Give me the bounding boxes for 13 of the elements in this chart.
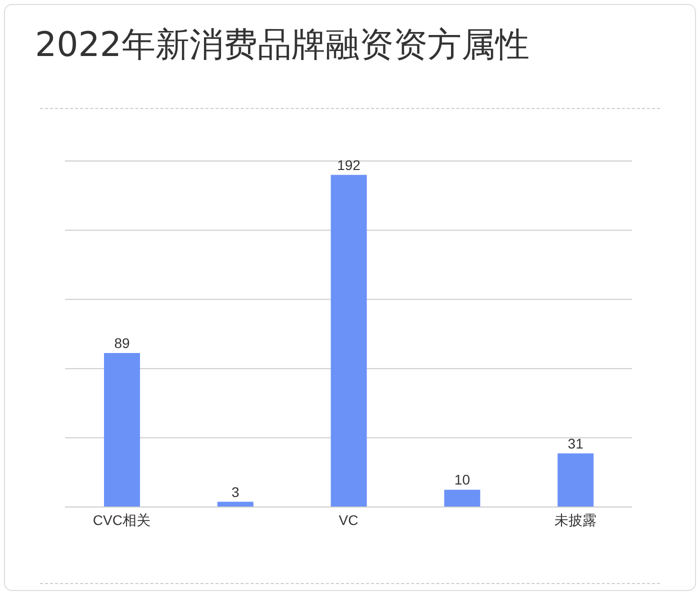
bar — [558, 453, 594, 507]
data-label: 10 — [454, 472, 470, 488]
data-label: 89 — [114, 335, 130, 352]
data-label: 31 — [568, 435, 584, 452]
data-label: 3 — [232, 484, 240, 500]
chart-title: 2022年新消费品牌融资资方属性 — [35, 24, 530, 67]
bar — [330, 174, 367, 507]
x-tick-label: 未披露 — [554, 512, 596, 528]
x-tick-label: VC — [338, 512, 358, 528]
data-label: 192 — [337, 156, 361, 173]
bar — [444, 490, 480, 507]
x-tick-label: CVC相关 — [92, 512, 150, 528]
bar — [104, 353, 140, 507]
